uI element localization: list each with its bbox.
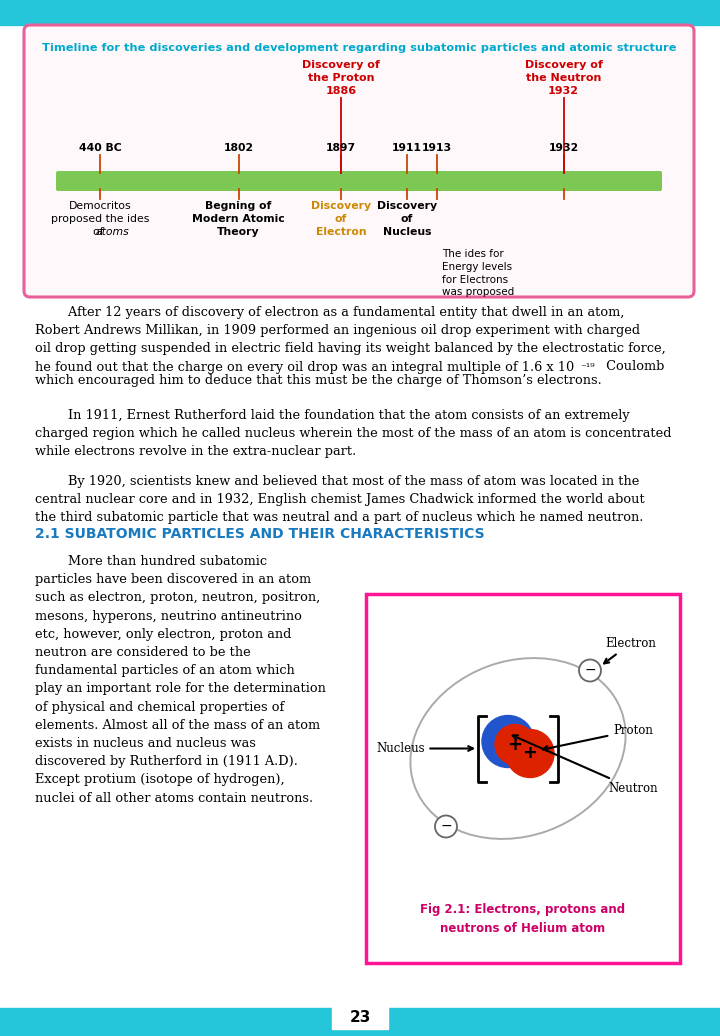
Text: 1911: 1911	[392, 143, 422, 153]
Text: −: −	[440, 818, 452, 833]
Text: 1932: 1932	[549, 143, 579, 153]
Text: Discovery
of
Electron: Discovery of Electron	[311, 201, 371, 236]
Text: Discovery of
the Proton
1886: Discovery of the Proton 1886	[302, 60, 380, 96]
Circle shape	[495, 724, 535, 765]
Text: The ides for
Energy levels
for Electrons
was proposed: The ides for Energy levels for Electrons…	[442, 249, 515, 297]
FancyBboxPatch shape	[24, 25, 694, 297]
Text: 1897: 1897	[326, 143, 356, 153]
Text: Fig 2.1: Electrons, protons and
neutrons of Helium atom: Fig 2.1: Electrons, protons and neutrons…	[420, 903, 626, 934]
Text: More than hundred subatomic
particles have been discovered in an atom
such as el: More than hundred subatomic particles ha…	[35, 555, 326, 805]
Text: Democritos
proposed the ides
of: Democritos proposed the ides of	[51, 201, 149, 236]
FancyBboxPatch shape	[56, 171, 662, 191]
Text: Coulomb: Coulomb	[602, 359, 665, 373]
Text: After 12 years of discovery of electron as a fundamental entity that dwell in an: After 12 years of discovery of electron …	[35, 306, 666, 374]
Text: Timeline for the discoveries and development regarding subatomic particles and a: Timeline for the discoveries and develop…	[42, 44, 676, 53]
Text: 2.1 SUBATOMIC PARTICLES AND THEIR CHARACTERISTICS: 2.1 SUBATOMIC PARTICLES AND THEIR CHARAC…	[35, 527, 485, 541]
Circle shape	[506, 729, 554, 777]
FancyBboxPatch shape	[366, 594, 680, 963]
Text: Electron: Electron	[604, 637, 656, 663]
Circle shape	[579, 660, 601, 682]
Text: +: +	[523, 745, 538, 762]
Text: +: +	[508, 736, 523, 753]
Text: 440 BC: 440 BC	[78, 143, 122, 153]
Text: 1802: 1802	[223, 143, 253, 153]
Text: Nucleus: Nucleus	[376, 742, 473, 755]
Text: −: −	[584, 662, 596, 677]
Text: In 1911, Ernest Rutherford laid the foundation that the atom consists of an extr: In 1911, Ernest Rutherford laid the foun…	[35, 409, 672, 458]
FancyBboxPatch shape	[332, 1007, 388, 1029]
Text: Proton: Proton	[543, 724, 653, 751]
Text: By 1920, scientists knew and believed that most of the mass of atom was located : By 1920, scientists knew and believed th…	[35, 474, 644, 524]
Text: atoms: atoms	[95, 227, 129, 237]
Text: Neutron: Neutron	[513, 736, 657, 795]
Text: Discovery
of
Nucleus: Discovery of Nucleus	[377, 201, 437, 236]
Text: ⁻¹⁹: ⁻¹⁹	[580, 363, 595, 373]
Text: which encouraged him to deduce that this must be the charge of Thomson’s electro: which encouraged him to deduce that this…	[35, 374, 602, 387]
Circle shape	[482, 716, 534, 768]
Text: 1913: 1913	[422, 143, 452, 153]
Bar	[0, 1008, 720, 1036]
Text: 23: 23	[349, 1010, 371, 1026]
Text: Discovery of
the Neutron
1932: Discovery of the Neutron 1932	[525, 60, 603, 96]
Circle shape	[435, 815, 457, 837]
Bar	[0, 0, 720, 25]
Text: Begning of
Modern Atomic
Theory: Begning of Modern Atomic Theory	[192, 201, 285, 236]
